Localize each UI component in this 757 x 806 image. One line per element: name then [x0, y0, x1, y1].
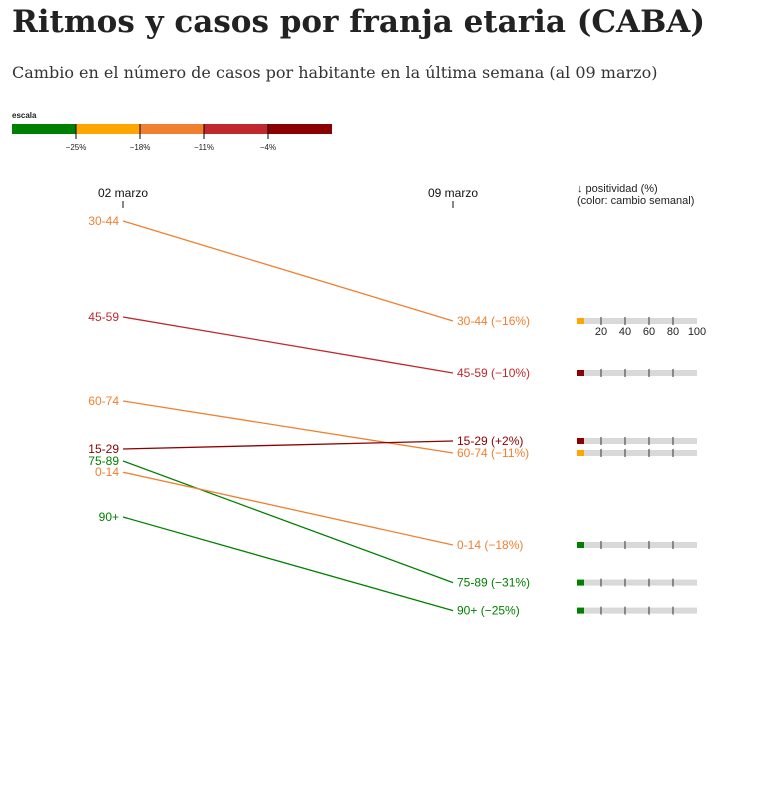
- series-line: [122, 460, 454, 584]
- end-label: 0-14 (−18%): [457, 538, 523, 552]
- legend-title: escala: [12, 111, 37, 120]
- positivity-subheader: (color: cambio semanal): [577, 195, 694, 207]
- axis-date-label: 09 marzo: [428, 186, 478, 200]
- series-line: [122, 316, 454, 374]
- positivity-marker: [577, 438, 584, 444]
- positivity-track: [577, 579, 697, 586]
- positivity-header: ↓ positividad (%): [577, 183, 658, 195]
- series-labels: 30-44 30-44 (−16%) 45-59 45-59 (−10%) 60-74 6…: [88, 214, 530, 618]
- end-label: 75-89 (−31%): [457, 576, 530, 590]
- start-label: 90+: [99, 510, 119, 524]
- start-label: 60-74: [88, 394, 119, 408]
- start-label: 30-44: [88, 214, 119, 228]
- start-label: 15-29: [88, 442, 119, 456]
- legend-tick-label: −25%: [66, 143, 87, 152]
- positivity-tick-label: 100: [688, 326, 706, 338]
- positivity-tick-label: 20: [595, 326, 607, 338]
- positivity-marker: [577, 450, 584, 456]
- positivity-track: [577, 542, 697, 548]
- end-label: 90+ (−25%): [457, 604, 520, 618]
- positivity-marker: [577, 370, 584, 376]
- series-line: [122, 220, 454, 322]
- color-scale-legend: escala −25% −18% −11% −4%: [12, 111, 332, 152]
- positivity-tick-label: 80: [667, 326, 679, 338]
- positivity-track: [577, 450, 697, 456]
- end-label: 60-74 (−11%): [457, 446, 529, 460]
- legend-swatch: [76, 124, 140, 134]
- series-line: [122, 516, 454, 612]
- positivity-marker: [577, 542, 584, 548]
- end-label: 15-29 (+2%): [457, 434, 523, 448]
- legend-tick-label: −4%: [260, 143, 276, 152]
- start-label: 75-89: [88, 454, 119, 468]
- end-label: 45-59 (−10%): [457, 366, 530, 380]
- legend-swatch: [204, 124, 268, 134]
- positivity-tick-label: 60: [643, 326, 655, 338]
- date-axes: 02 marzo 09 marzo: [98, 186, 478, 208]
- page-subtitle: Cambio en el número de casos por habitan…: [12, 63, 658, 82]
- legend-swatch: [140, 124, 204, 134]
- positivity-track: [577, 438, 697, 444]
- positivity-track: [577, 318, 697, 324]
- positivity-marker: [577, 318, 584, 324]
- positivity-marker: [577, 579, 584, 586]
- legend-swatch: [12, 124, 76, 134]
- legend-tick-label: −11%: [194, 143, 214, 152]
- positivity-track: [577, 370, 697, 376]
- positivity-panel: ↓ positividad (%) (color: cambio semanal…: [577, 183, 706, 615]
- positivity-track: [577, 607, 697, 614]
- positivity-marker: [577, 607, 584, 614]
- legend-tick-label: −18%: [130, 143, 151, 152]
- axis-date-label: 02 marzo: [98, 186, 148, 200]
- end-label: 30-44 (−16%): [457, 314, 530, 328]
- page-title: Ritmos y casos por franja etaria (CABA): [12, 4, 706, 40]
- legend-swatch: [268, 124, 332, 134]
- slope-lines: [122, 220, 454, 612]
- positivity-tick-label: 40: [619, 326, 631, 338]
- start-label: 0-14: [95, 465, 119, 479]
- series-line: [122, 440, 454, 450]
- series-line: [122, 400, 454, 454]
- series-line: [122, 471, 454, 546]
- start-label: 45-59: [88, 310, 119, 324]
